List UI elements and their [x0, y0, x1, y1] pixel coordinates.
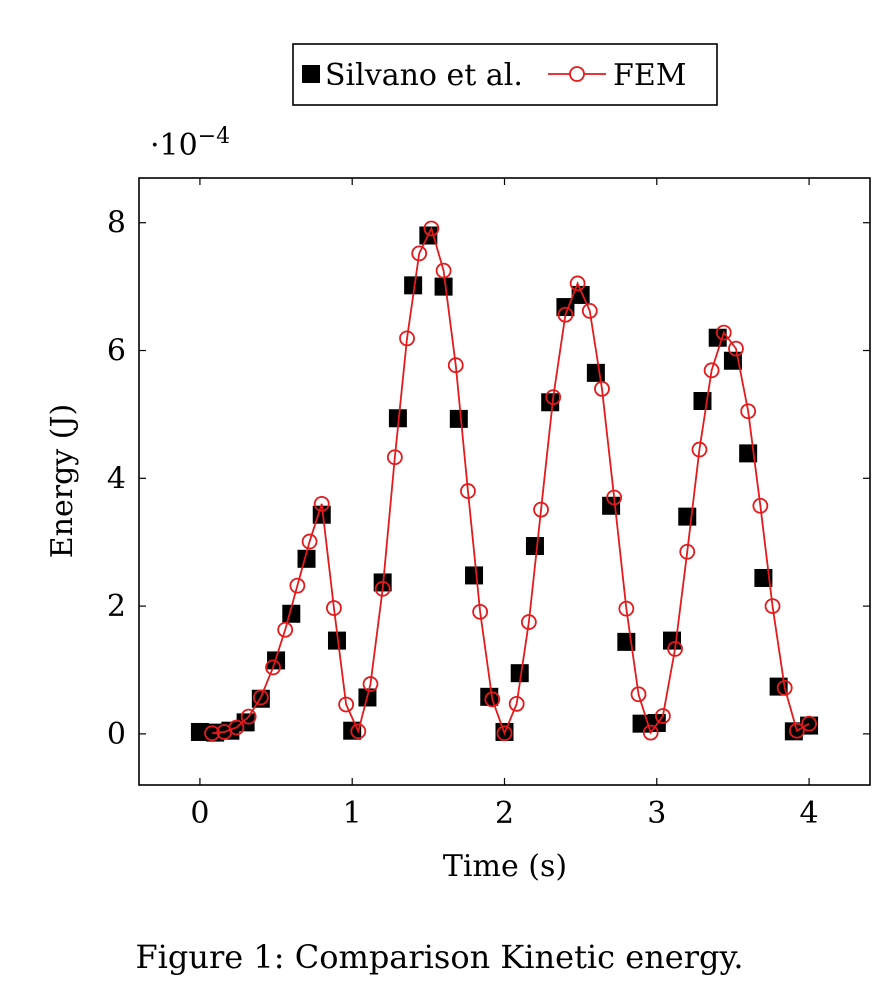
legend-box: [292, 43, 718, 106]
silvano-point: [327, 631, 346, 650]
fem-point: [654, 708, 671, 724]
silvano-point: [282, 604, 301, 623]
fem-point: [484, 691, 501, 708]
fem-point: [301, 533, 318, 550]
fem-point: [789, 722, 805, 739]
fem-point: [520, 614, 537, 630]
fem-point: [386, 449, 403, 466]
y-tick-label: 2: [107, 589, 126, 624]
legend-marker-silvano: [302, 65, 320, 83]
fem-point: [667, 641, 683, 657]
fem-point: [435, 262, 452, 279]
x-tick-label: 2: [495, 796, 514, 831]
plot-frame: [138, 177, 871, 786]
x-tick-label: 0: [190, 796, 209, 831]
y-tick-label: 4: [107, 461, 126, 496]
fem-point: [350, 723, 367, 740]
fem-point: [362, 676, 379, 692]
fem-point: [447, 357, 464, 374]
fem-point: [581, 303, 598, 319]
fem-point: [703, 362, 720, 379]
legend-marker-fem: [569, 66, 585, 82]
fem-point: [204, 725, 221, 742]
x-axis-title: Time (s): [443, 849, 567, 884]
silvano-point: [708, 328, 727, 347]
fem-point: [240, 708, 257, 725]
silvano-point: [449, 409, 468, 428]
fem-point: [289, 577, 306, 594]
fem-point: [228, 719, 245, 736]
silvano-point: [190, 722, 209, 741]
y-tick-label: 8: [107, 206, 126, 241]
silvano-point: [541, 393, 560, 412]
fem-point: [606, 489, 623, 506]
y-tick-label: 6: [107, 334, 126, 369]
y-scale-exponent: −4: [198, 124, 230, 149]
fem-point: [752, 497, 769, 514]
silvano-point: [525, 537, 544, 556]
silvano-point: [434, 277, 453, 296]
fem-point: [313, 495, 330, 512]
silvano-point: [602, 496, 621, 515]
fem-point: [545, 389, 562, 406]
x-axis-ticks: 0 1 2 3 4: [190, 178, 819, 831]
silvano-point: [510, 664, 529, 683]
figure-caption: Figure 1: Comparison Kinetic energy.: [135, 938, 744, 976]
chart: Silvano et al. FEM ·10−4 0 1 2 3 4 0 2 4 6 8 Tim…: [45, 43, 871, 884]
silvano-point: [480, 687, 499, 706]
fem-point: [740, 403, 757, 420]
silvano-point: [404, 276, 423, 295]
fem-point: [642, 724, 659, 741]
fem-point: [472, 603, 489, 620]
legend-label-fem: FEM: [613, 58, 686, 93]
fem-point: [630, 686, 647, 703]
fem-point: [764, 598, 781, 614]
y-axis-ticks: 0 2 4 6 8: [107, 206, 870, 752]
silvano-point: [297, 549, 316, 568]
fem-point: [496, 725, 513, 742]
silvano-point: [388, 409, 407, 428]
fem-point: [533, 501, 549, 518]
fem-point: [557, 306, 574, 323]
y-tick-label: 0: [107, 717, 126, 752]
fem-point: [679, 543, 696, 560]
fem-point: [326, 600, 342, 616]
fem-point: [594, 380, 610, 397]
silvano-point: [465, 566, 484, 585]
x-tick-label: 4: [800, 796, 819, 831]
fem-point: [801, 715, 817, 732]
silvano-point: [784, 722, 803, 741]
fem-point: [411, 245, 428, 262]
fem-point: [569, 275, 586, 292]
fem-point: [776, 679, 793, 696]
fem-point: [728, 340, 744, 357]
fem-point: [460, 483, 476, 499]
silvano-point: [586, 363, 605, 382]
fem-point: [508, 695, 525, 712]
y-scale-factor: ·10: [150, 128, 198, 163]
fem-point: [399, 330, 415, 347]
fem-point: [338, 696, 355, 713]
y-scale-label: ·10−4: [150, 124, 230, 163]
fem-point: [618, 600, 635, 617]
series-fem: [204, 220, 817, 742]
fem-point: [691, 441, 708, 458]
fem-line: [212, 225, 810, 736]
legend-label-silvano: Silvano et al.: [325, 58, 523, 93]
silvano-point: [678, 507, 697, 526]
legend: Silvano et al. FEM: [292, 43, 718, 106]
x-tick-label: 3: [647, 796, 666, 831]
fem-point: [423, 220, 440, 237]
fem-point: [252, 689, 269, 706]
fem-point: [374, 580, 391, 597]
x-tick-label: 1: [343, 796, 362, 831]
silvano-point: [663, 631, 682, 650]
fem-point: [265, 659, 281, 676]
series-silvano: [190, 226, 819, 742]
fem-point: [277, 621, 294, 638]
y-axis-title: Energy (J): [45, 404, 80, 558]
fem-point: [715, 324, 732, 341]
